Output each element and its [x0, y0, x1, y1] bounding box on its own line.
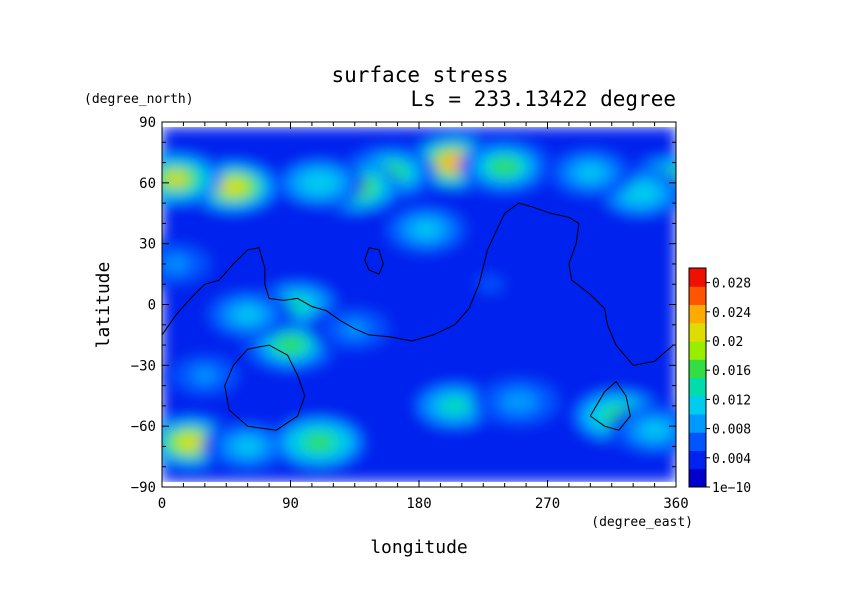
stress-blob-24-5 [477, 276, 504, 292]
heatmap-area [162, 122, 676, 487]
colorbar-segment-6 [689, 359, 706, 378]
y-axis-unit: (degree_north) [84, 92, 194, 107]
y-axis-ticks: −90 −60 −30 0 30 60 90 [131, 115, 676, 496]
y-tick-label--90: −90 [131, 480, 156, 496]
contour-line-2 [364, 247, 384, 275]
stress-blob-17-5 [306, 434, 332, 451]
y-tick-label-60: 60 [139, 176, 156, 192]
colorbar-segment-4 [689, 395, 706, 415]
colorbar-segment-7 [689, 341, 706, 360]
chart-title: surface stress [331, 63, 508, 87]
y-tick-label-30: 30 [139, 237, 156, 253]
colorbar-segment-5 [689, 377, 706, 397]
stress-blob-20-5 [442, 398, 468, 414]
contour-line-0 [162, 202, 674, 366]
x-tick-label-0: 0 [158, 496, 166, 512]
x-axis-unit: (degree_east) [591, 515, 693, 530]
stress-blob-12-5 [235, 306, 261, 323]
colorbar-label-2: 0.008 [712, 423, 751, 438]
y-tick-label--30: −30 [131, 358, 156, 374]
colorbar-frame [688, 267, 707, 488]
x-tick-label-180: 180 [406, 496, 431, 512]
stress-blob-23-5 [163, 256, 189, 272]
colorbar-label-5: 0.02 [712, 335, 743, 350]
colorbar-segment-9 [689, 304, 706, 324]
stress-blob-14-5 [413, 221, 439, 238]
y-axis-label: latitude [93, 262, 114, 349]
x-tick-label-360: 360 [663, 496, 688, 512]
y-tick-label-0: 0 [148, 298, 156, 314]
stress-blob-8-5 [627, 185, 653, 201]
stress-blob-4-5 [306, 175, 332, 191]
colorbar-label-4: 0.016 [712, 364, 751, 379]
stress-blob-15-5 [177, 434, 204, 451]
stress-blob-21-5 [506, 394, 532, 410]
y-tick-label-90: 90 [139, 115, 156, 131]
stress-field [162, 127, 676, 482]
stress-blob-1-5 [492, 158, 518, 175]
colorbar-segment-1 [689, 450, 706, 470]
colorbar-segment-2 [689, 432, 706, 451]
colorbar-label-1: 0.004 [712, 452, 751, 467]
coastline-contours [162, 202, 674, 431]
stress-blob-16-5 [235, 438, 261, 455]
colorbar: 1e−10 0.004 0.008 0.012 0.016 0.02 0.024 0.028 [688, 267, 751, 496]
stress-blob-6-5 [163, 171, 189, 187]
colorbar-segment-3 [689, 414, 706, 433]
contour-line-3 [589, 380, 631, 431]
x-tick-label-90: 90 [282, 496, 299, 512]
colorbar-label-3: 0.012 [712, 393, 751, 408]
x-tick-label-270: 270 [535, 496, 560, 512]
colorbar-segment-8 [689, 322, 706, 342]
stress-blob-10-5 [277, 337, 304, 353]
stress-blob-9-5 [577, 165, 603, 181]
colorbar-labels: 1e−10 0.004 0.008 0.012 0.016 0.02 0.024 0.028 [706, 277, 751, 496]
contour-line-1 [224, 344, 306, 431]
colorbar-label-7: 0.028 [712, 277, 751, 292]
colorbar-segment-10 [689, 286, 706, 305]
x-axis-ticks: 0 90 180 270 360 [158, 122, 689, 512]
colorbar-segment-0 [689, 468, 706, 488]
chart-subtitle: Ls = 233.13422 degree [410, 87, 676, 111]
colorbar-label-0: 1e−10 [712, 481, 751, 496]
stress-blob-22-5 [192, 367, 218, 384]
x-axis-label: longitude [370, 537, 468, 558]
colorbar-segment-11 [689, 268, 706, 287]
stress-blob-19-5 [641, 422, 668, 438]
stress-blob-5-5 [220, 179, 247, 195]
y-tick-label--60: −60 [131, 419, 156, 435]
colorbar-label-6: 0.024 [712, 306, 751, 321]
